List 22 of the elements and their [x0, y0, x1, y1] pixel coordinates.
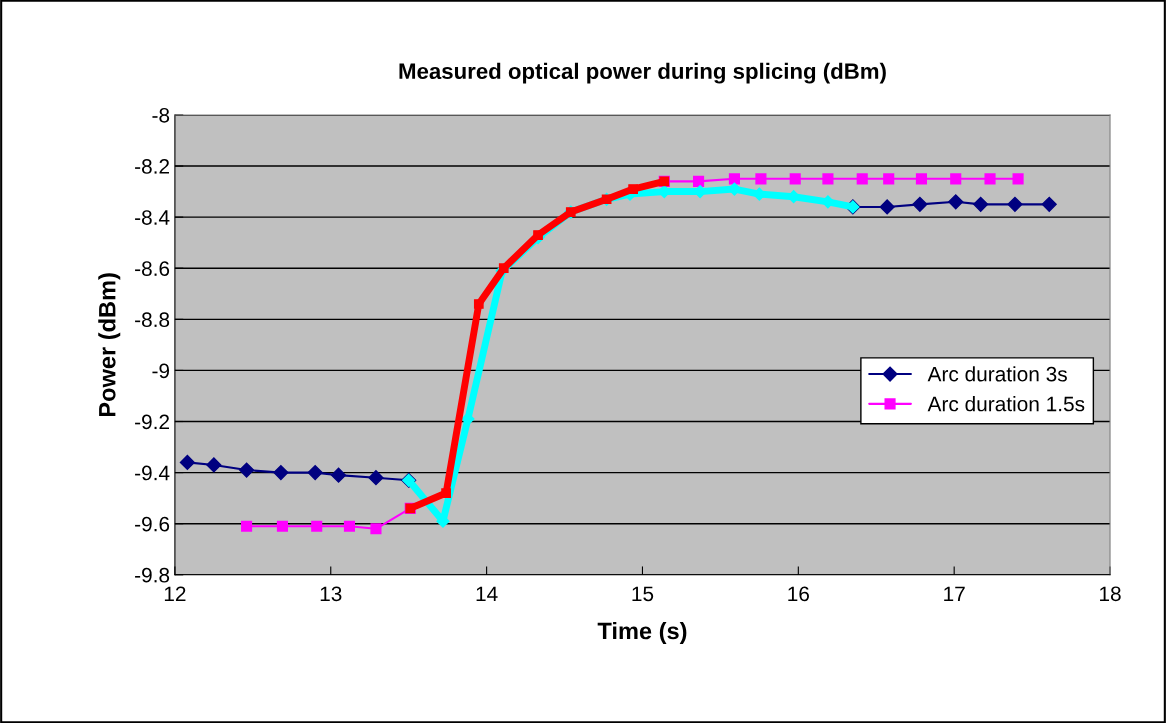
- x-tick-label: 17: [944, 586, 965, 601]
- y-axis-title: Power (dBm): [98, 273, 121, 417]
- legend-label: Arc duration 1.5s: [927, 396, 1085, 412]
- y-tick-label: -8.4: [135, 210, 170, 225]
- y-tick-label: -9.6: [135, 516, 170, 532]
- y-tick-label: -9.4: [135, 465, 170, 481]
- x-tick-label: 16: [788, 586, 809, 602]
- y-tick-label: -9.2: [135, 414, 169, 430]
- x-tick-label: 14: [476, 586, 498, 601]
- y-tick-label: -8.6: [135, 261, 170, 276]
- x-tick-label: 13: [320, 586, 342, 602]
- y-tick-label: -9: [152, 363, 170, 379]
- y-tick-label: -9.8: [135, 567, 170, 583]
- x-tick-label: 12: [164, 586, 186, 601]
- x-tick-label: 18: [1100, 586, 1121, 602]
- y-tick-label: -8.2: [135, 159, 169, 174]
- legend-label: Arc duration 3s: [927, 366, 1067, 382]
- x-axis-title: Time (s): [597, 621, 687, 644]
- y-tick-label: -8.8: [135, 312, 170, 328]
- x-tick-label: 15: [632, 586, 654, 602]
- y-tick-label: -8: [152, 107, 170, 123]
- chart-title: Measured optical power during splicing (dBm): [399, 62, 886, 84]
